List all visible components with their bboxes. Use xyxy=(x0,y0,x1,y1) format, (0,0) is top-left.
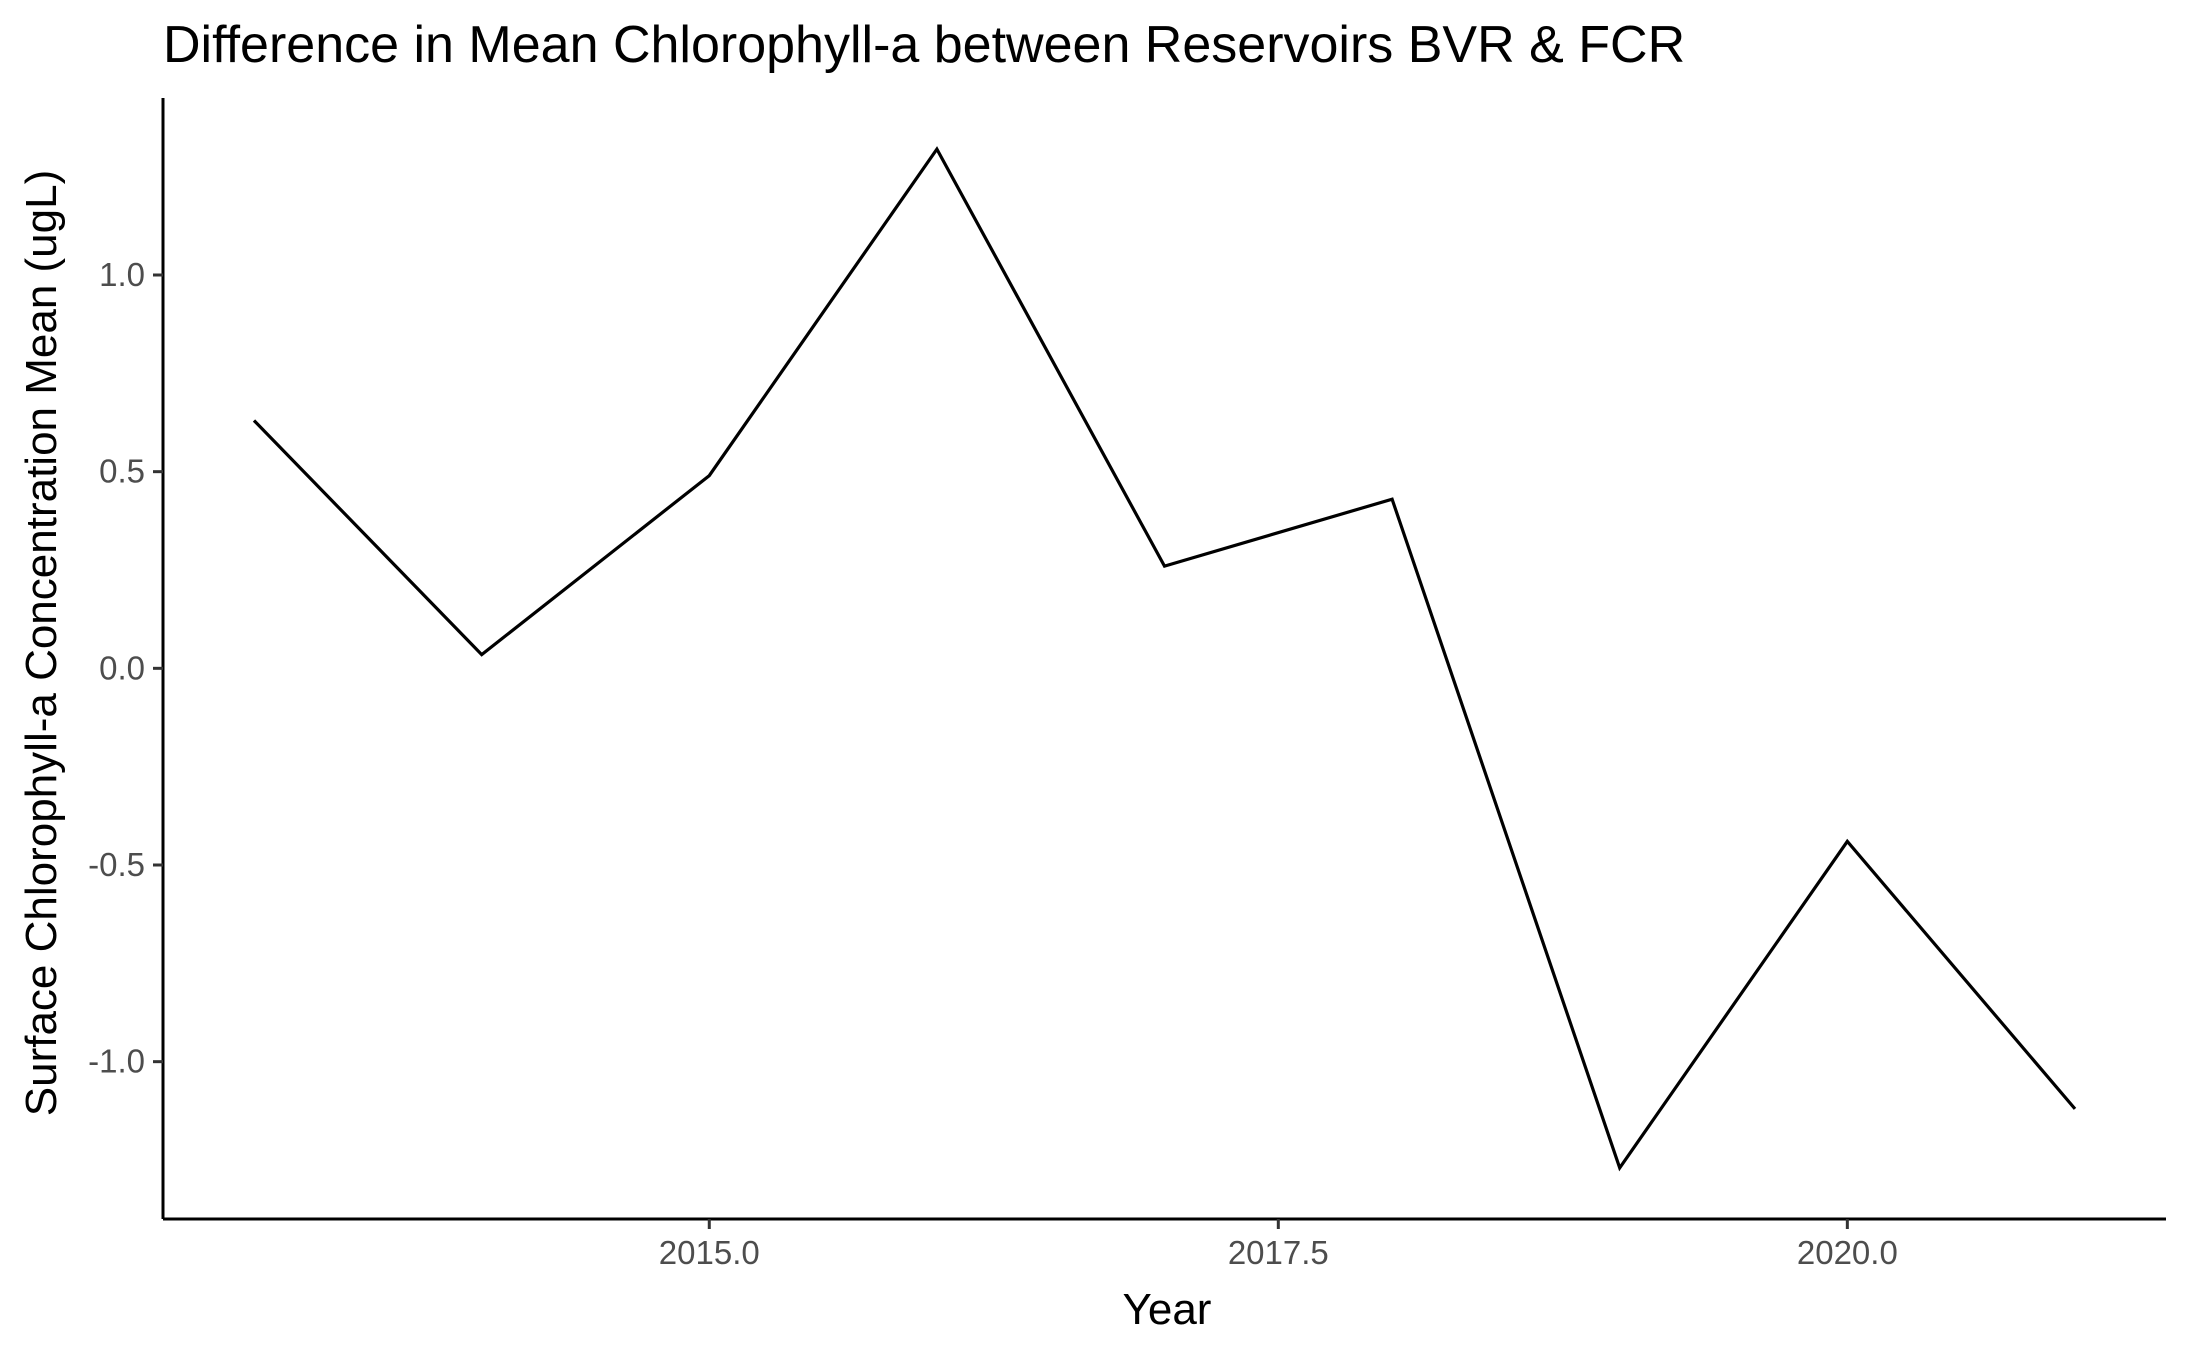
x-tick-label: 2020.0 xyxy=(1797,1234,1898,1271)
y-tick-label: -0.5 xyxy=(88,846,145,883)
y-tick-label: 0.0 xyxy=(99,649,145,686)
series-layer xyxy=(252,146,2077,1172)
x-tick-label: 2017.5 xyxy=(1228,1234,1329,1271)
axes xyxy=(161,98,2166,1221)
y-tick-label: 0.5 xyxy=(99,453,145,490)
x-axis-title: Year xyxy=(1123,1285,1212,1334)
y-tick-label: 1.0 xyxy=(99,256,145,293)
chart-title: Difference in Mean Chlorophyll-a between… xyxy=(163,16,1685,74)
y-tick-label: -1.0 xyxy=(88,1043,145,1080)
ticks: -1.0 -0.5 0.0 0.5 1.0 2015.0 2017.5 2020.0 xyxy=(88,256,1898,1271)
y-axis-title: Surface Chlorophyll-a Concentration Mean… xyxy=(17,170,66,1117)
series-line xyxy=(252,146,2077,1172)
x-tick-label: 2015.0 xyxy=(659,1234,760,1271)
